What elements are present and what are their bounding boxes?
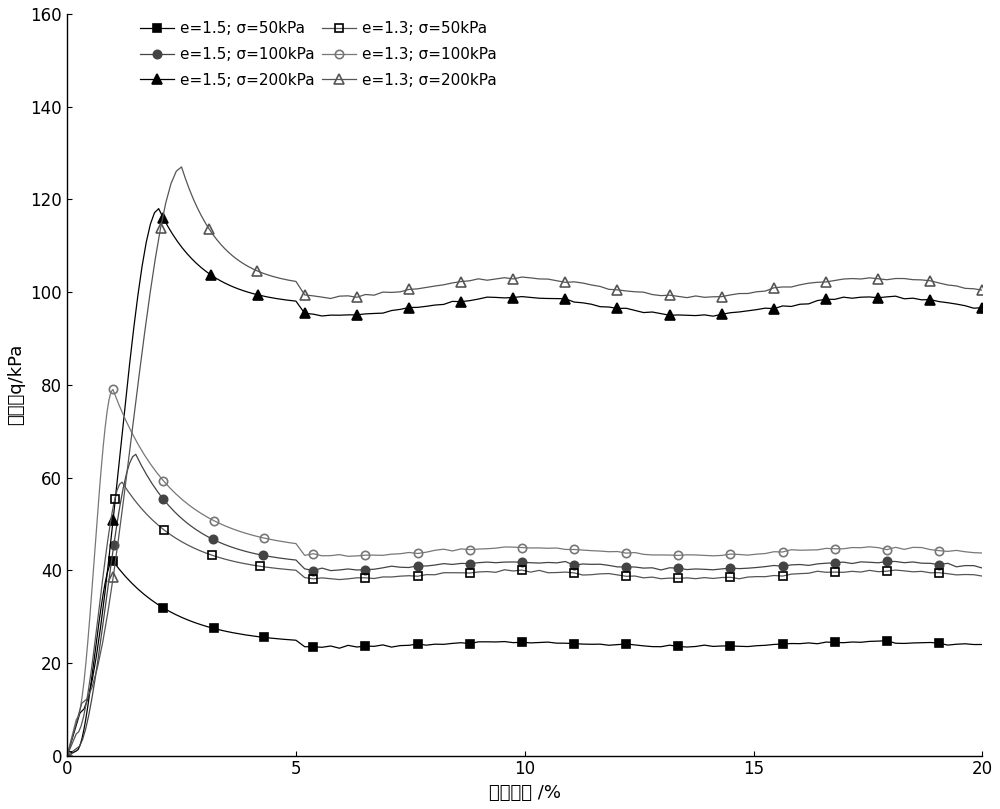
e=1.5; σ=100kPa — [130, 450, 142, 460]
e=1.5; σ=200kPa — [61, 751, 73, 760]
e=1.3; σ=100kPa — [759, 549, 771, 558]
e=1.3; σ=200kPa — [247, 264, 259, 273]
e=1.3; σ=50kPa — [61, 751, 73, 760]
e=1.5; σ=200kPa — [153, 204, 165, 214]
e=1.3; σ=100kPa — [93, 486, 105, 496]
Line: e=1.5; σ=200kPa: e=1.5; σ=200kPa — [62, 204, 987, 760]
e=1.5; σ=50kPa — [221, 626, 233, 636]
e=1.5; σ=50kPa — [84, 688, 96, 697]
e=1.3; σ=50kPa — [224, 556, 236, 565]
e=1.5; σ=50kPa — [93, 615, 105, 625]
Line: e=1.5; σ=50kPa: e=1.5; σ=50kPa — [63, 557, 987, 760]
e=1.5; σ=100kPa — [976, 563, 988, 573]
e=1.3; σ=200kPa — [176, 162, 188, 172]
e=1.3; σ=50kPa — [87, 652, 99, 662]
e=1.5; σ=200kPa — [238, 286, 250, 296]
Legend: e=1.5; σ=50kPa, e=1.5; σ=100kPa, e=1.5; σ=200kPa, e=1.3; σ=50kPa, e=1.3; σ=100kP: e=1.5; σ=50kPa, e=1.5; σ=100kPa, e=1.5; … — [140, 21, 497, 87]
Y-axis label: 偏应力q/kPa: 偏应力q/kPa — [7, 344, 25, 426]
e=1.3; σ=50kPa — [759, 572, 771, 582]
e=1.3; σ=100kPa — [107, 384, 119, 394]
e=1.3; σ=200kPa — [262, 270, 274, 280]
e=1.3; σ=100kPa — [221, 522, 233, 532]
e=1.3; σ=50kPa — [768, 570, 780, 580]
e=1.3; σ=50kPa — [248, 561, 260, 570]
e=1.5; σ=200kPa — [124, 358, 136, 368]
e=1.3; σ=50kPa — [116, 477, 128, 487]
e=1.3; σ=200kPa — [759, 286, 771, 296]
e=1.3; σ=100kPa — [976, 549, 988, 558]
e=1.3; σ=200kPa — [976, 286, 988, 295]
Line: e=1.5; σ=100kPa: e=1.5; σ=100kPa — [63, 450, 987, 760]
e=1.3; σ=50kPa — [99, 555, 111, 565]
e=1.3; σ=50kPa — [976, 571, 988, 581]
e=1.5; σ=100kPa — [108, 540, 120, 549]
e=1.5; σ=50kPa — [768, 640, 780, 650]
e=1.3; σ=100kPa — [768, 547, 780, 557]
X-axis label: 轴向应变 /%: 轴向应变 /% — [489, 784, 561, 802]
e=1.5; σ=100kPa — [92, 654, 104, 663]
e=1.3; σ=200kPa — [139, 327, 151, 337]
e=1.5; σ=50kPa — [61, 751, 73, 760]
e=1.5; σ=200kPa — [759, 303, 771, 313]
e=1.3; σ=100kPa — [246, 530, 258, 540]
e=1.3; σ=200kPa — [768, 283, 780, 293]
e=1.5; σ=200kPa — [976, 303, 988, 312]
e=1.5; σ=100kPa — [251, 549, 263, 559]
Line: e=1.3; σ=200kPa: e=1.3; σ=200kPa — [62, 162, 987, 760]
e=1.3; σ=100kPa — [61, 751, 73, 760]
e=1.5; σ=50kPa — [976, 640, 988, 650]
e=1.5; σ=100kPa — [768, 561, 780, 570]
e=1.5; σ=100kPa — [229, 544, 241, 553]
e=1.5; σ=200kPa — [103, 553, 115, 563]
e=1.5; σ=50kPa — [246, 631, 258, 641]
Line: e=1.3; σ=50kPa: e=1.3; σ=50kPa — [63, 478, 987, 760]
e=1.5; σ=100kPa — [61, 751, 73, 760]
e=1.3; σ=200kPa — [61, 751, 73, 760]
e=1.3; σ=100kPa — [84, 613, 96, 623]
e=1.5; σ=100kPa — [759, 561, 771, 571]
e=1.5; σ=200kPa — [257, 291, 269, 301]
e=1.5; σ=50kPa — [107, 556, 119, 565]
e=1.5; σ=200kPa — [768, 304, 780, 314]
e=1.5; σ=50kPa — [759, 641, 771, 650]
Line: e=1.3; σ=100kPa: e=1.3; σ=100kPa — [63, 385, 987, 760]
e=1.3; σ=200kPa — [113, 534, 125, 544]
